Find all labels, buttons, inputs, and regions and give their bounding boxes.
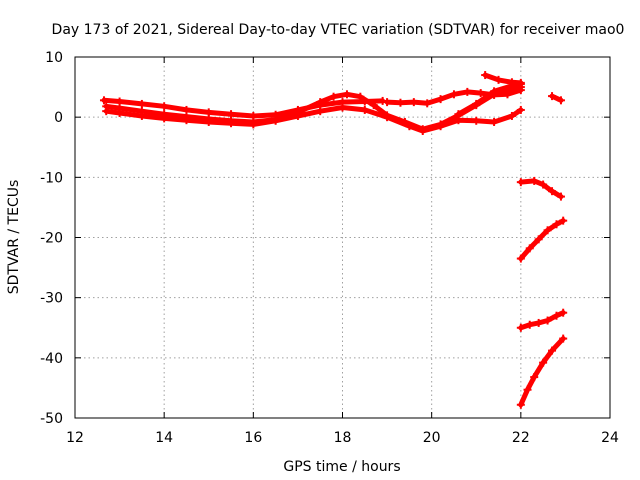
- data-point-arc-4-2: [409, 98, 418, 107]
- data-point-arc-4-5: [449, 90, 458, 99]
- x-tick-label-3: 18: [334, 430, 352, 446]
- data-point-arc-2-11: [329, 92, 338, 101]
- series-arc-3: [103, 105, 524, 134]
- y-tick-label-6: -50: [40, 411, 63, 427]
- y-tick-label-4: -30: [40, 291, 63, 307]
- data-point-arc-10-5: [559, 308, 568, 317]
- data-point-arc-11-3: [539, 358, 548, 367]
- data-point-arc-8-2: [539, 180, 548, 189]
- data-point-arc-10-0: [516, 323, 525, 332]
- data-point-arc-4-0: [383, 98, 392, 107]
- x-tick-label-2: 16: [244, 430, 262, 446]
- data-point-arc-9-1: [525, 244, 534, 253]
- data-point-arc-8-0: [516, 178, 525, 187]
- x-tick-label-6: 24: [601, 430, 619, 446]
- data-point-arc-2-14: [369, 101, 378, 110]
- data-point-arc-6-3: [507, 81, 516, 90]
- series-arc-11: [518, 336, 566, 408]
- series-arc-8: [518, 178, 564, 200]
- data-point-arc-6-2: [490, 87, 499, 96]
- y-tick-label-3: -20: [40, 231, 63, 247]
- data-point-arc-11-1: [523, 385, 532, 394]
- data-point-arc-7-1: [556, 96, 565, 105]
- data-point-arc-3-2: [137, 111, 146, 120]
- data-point-arc-2-13: [356, 92, 365, 101]
- x-tick-labels: 12 14 16 18 20 22 24: [66, 430, 619, 446]
- data-point-arc-3-18: [472, 116, 481, 125]
- data-point-arc-9-2: [534, 235, 543, 244]
- data-point-arc-3-10: [316, 107, 325, 116]
- data-point-arc-11-5: [559, 334, 568, 343]
- x-tick-label-4: 20: [423, 430, 441, 446]
- data-point-arc-3-14: [405, 122, 414, 131]
- data-point-arc-8-4: [556, 192, 565, 201]
- y-tick-label-1: 0: [54, 110, 63, 126]
- data-point-arc-8-1: [530, 176, 539, 185]
- data-point-arc-8-3: [548, 187, 557, 196]
- data-point-arc-3-9: [293, 111, 302, 120]
- data-point-arc-10-1: [525, 320, 534, 329]
- data-point-arc-7-0: [548, 92, 557, 101]
- x-tick-label-5: 22: [512, 430, 530, 446]
- data-point-arc-6-4: [516, 80, 525, 89]
- x-tick-label-0: 12: [66, 430, 84, 446]
- data-point-arc-10-3: [543, 316, 552, 325]
- data-point-arc-3-0: [102, 107, 111, 116]
- data-point-arc-10-2: [534, 318, 543, 327]
- data-point-arc-9-5: [559, 216, 568, 225]
- data-point-arc-5-1: [494, 75, 503, 84]
- data-point-arc-2-12: [342, 90, 351, 99]
- data-point-arc-4-6: [463, 87, 472, 96]
- grid-lines: [75, 57, 610, 418]
- data-point-arc-6-1: [472, 99, 481, 108]
- data-point-arc-3-20: [507, 111, 516, 120]
- data-point-arc-10-4: [552, 311, 561, 320]
- data-point-arc-3-11: [338, 103, 347, 112]
- data-point-arc-3-16: [436, 122, 445, 131]
- data-point-arc-1-0: [99, 96, 108, 105]
- data-point-arc-6-0: [454, 110, 463, 119]
- data-point-arc-3-4: [182, 116, 191, 125]
- data-point-arc-9-4: [552, 220, 561, 229]
- y-tick-label-0: 10: [45, 50, 63, 66]
- data-point-arc-3-15: [418, 127, 427, 136]
- data-point-arc-3-8: [271, 116, 280, 125]
- data-point-arc-3-5: [204, 117, 213, 126]
- y-axis-label: SDTVAR / TECUs: [6, 180, 22, 295]
- axis-ticks: [74, 56, 611, 419]
- data-point-arc-5-0: [481, 71, 490, 80]
- chart-title: Day 173 of 2021, Sidereal Day-to-day VTE…: [52, 22, 625, 38]
- data-point-arc-11-0: [516, 400, 525, 409]
- data-point-arc-3-13: [383, 113, 392, 122]
- data-point-arc-3-6: [227, 119, 236, 128]
- data-point-arc-1-3: [160, 102, 169, 111]
- data-point-arc-1-2: [137, 99, 146, 108]
- data-point-arc-9-0: [516, 254, 525, 263]
- data-point-arc-2-10: [316, 98, 325, 107]
- y-tick-label-5: -40: [40, 351, 63, 367]
- data-point-arc-3-1: [115, 108, 124, 117]
- data-point-arc-4-9: [503, 90, 512, 99]
- data-point-arc-3-21: [516, 105, 525, 114]
- data-point-arc-4-7: [476, 89, 485, 98]
- data-point-arc-11-4: [548, 346, 557, 355]
- data-series: [99, 71, 568, 409]
- data-point-arc-4-4: [436, 95, 445, 104]
- data-point-arc-3-3: [160, 114, 169, 123]
- x-tick-label-1: 14: [155, 430, 173, 446]
- y-tick-label-2: -10: [40, 170, 63, 186]
- data-point-arc-11-2: [530, 373, 539, 382]
- x-axis-label: GPS time / hours: [283, 459, 400, 475]
- data-point-arc-3-7: [249, 120, 258, 129]
- y-tick-labels: 10 0 -10 -20 -30 -40 -50: [40, 50, 63, 427]
- data-point-arc-3-19: [490, 117, 499, 126]
- data-point-arc-3-12: [360, 105, 369, 114]
- data-point-arc-9-3: [543, 226, 552, 235]
- data-point-arc-4-1: [396, 98, 405, 107]
- data-point-arc-4-3: [423, 99, 432, 108]
